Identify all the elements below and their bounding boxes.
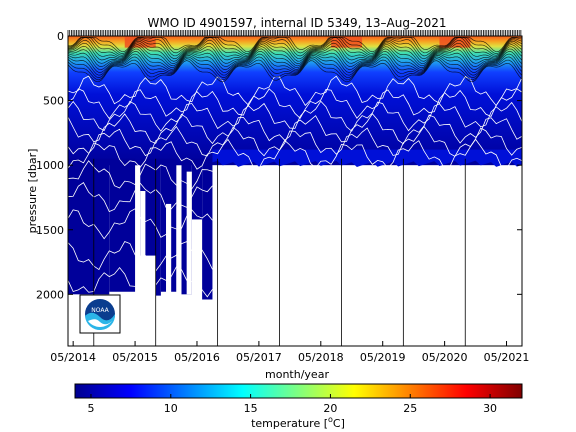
colorbar xyxy=(74,383,523,399)
isotherm-line xyxy=(68,113,522,145)
isotherm-line xyxy=(68,208,213,240)
plot-frame xyxy=(67,35,523,347)
y-axis: 0 500 1000 1500 2000 xyxy=(36,30,522,301)
profile-tick-marks xyxy=(67,30,522,36)
y-axis-title: pressure [dbar] xyxy=(26,149,39,234)
contour-line xyxy=(68,50,522,73)
shallow-profile-edge xyxy=(212,149,522,167)
x-tick-label: 05/2021 xyxy=(484,351,530,364)
contour-line xyxy=(68,36,522,53)
contour-line xyxy=(68,42,522,65)
isotherm-line xyxy=(68,241,213,272)
x-tick-label: 05/2014 xyxy=(50,351,96,364)
x-tick-label: 05/2017 xyxy=(236,351,282,364)
y-tick-label: 0 xyxy=(57,30,64,43)
isotherm-line xyxy=(68,266,213,298)
contour-line xyxy=(68,56,522,79)
contour-line xyxy=(68,60,522,83)
plot-area xyxy=(68,36,522,300)
chart-title: WMO ID 4901597, internal ID 5349, 13–Aug… xyxy=(147,16,446,30)
noaa-logo: NOAA xyxy=(79,294,121,334)
colorbar-tick-label: 20 xyxy=(323,402,337,415)
x-tick-label: 05/2019 xyxy=(360,351,406,364)
colorbar-ticks: 5 10 15 20 25 30 xyxy=(87,394,497,415)
x-tick-label: 05/2016 xyxy=(174,351,220,364)
x-tick-label: 05/2018 xyxy=(298,351,344,364)
isotherm-line xyxy=(68,160,213,190)
contour-line xyxy=(68,58,522,81)
contour-line xyxy=(68,37,522,60)
temperature-field-upper xyxy=(68,36,522,166)
logo-text: NOAA xyxy=(91,307,109,314)
contour-line xyxy=(68,39,522,62)
y-tick-label: 500 xyxy=(43,95,64,108)
x-axis-title: month/year xyxy=(265,368,329,381)
contour-line xyxy=(68,48,522,71)
isotherm-line xyxy=(68,100,522,132)
contour-line xyxy=(68,46,522,69)
x-tick-label: 05/2015 xyxy=(112,351,158,364)
deep-profile-block xyxy=(191,158,203,220)
isotherm-line xyxy=(68,88,522,120)
y-tick-label: 1000 xyxy=(36,159,64,172)
isotherm-line xyxy=(68,75,522,107)
x-tick-label: 05/2020 xyxy=(422,351,468,364)
y-tick-label: 2000 xyxy=(36,288,64,301)
colorbar-tick-label: 10 xyxy=(164,402,178,415)
colorbar-label: temperature [oC] xyxy=(251,415,345,430)
deep-profile-block xyxy=(155,158,161,296)
contour-line xyxy=(68,44,522,67)
colorbar-tick-label: 5 xyxy=(87,402,94,415)
contour-line xyxy=(68,36,522,57)
x-axis: 05/2014 05/2015 05/2016 05/2017 05/2018 05/20… xyxy=(50,341,529,364)
deep-profile-block xyxy=(202,158,213,300)
contour-line xyxy=(68,36,522,55)
isotherm-line xyxy=(68,182,213,213)
y-tick-label: 1500 xyxy=(36,224,64,237)
isotherm-line xyxy=(68,138,522,170)
colorbar-tick-label: 25 xyxy=(403,402,417,415)
colorbar-tick-label: 15 xyxy=(244,402,258,415)
colorbar-tick-label: 30 xyxy=(483,402,497,415)
contour-line xyxy=(68,53,522,76)
isotherm-line xyxy=(68,125,522,157)
